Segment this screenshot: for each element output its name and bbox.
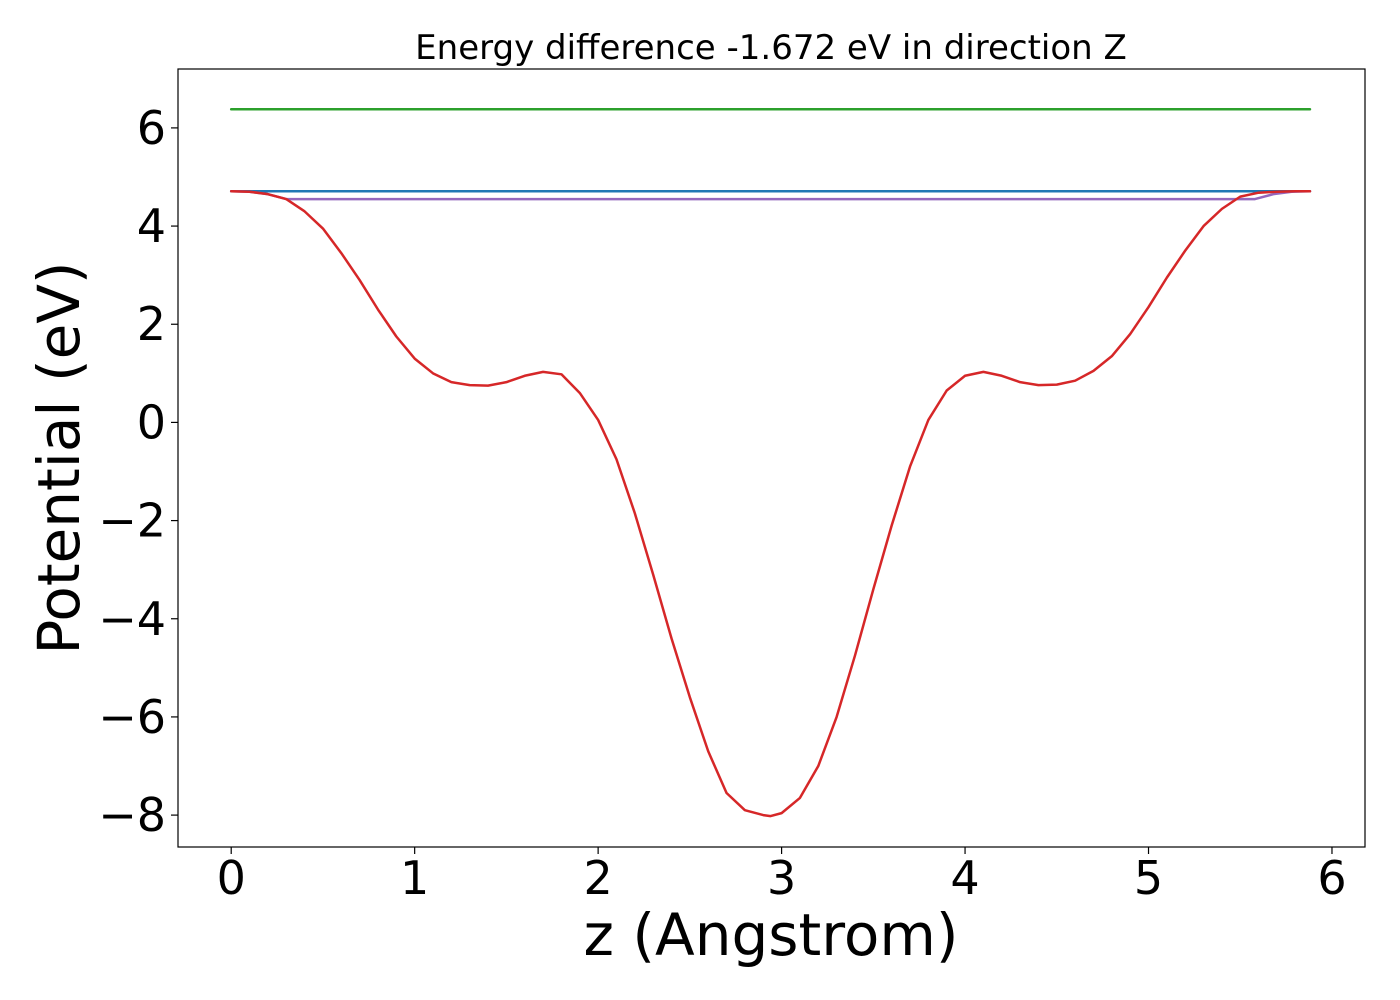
x-tick-label: 1 [400, 851, 429, 905]
y-axis-label: Potential (eV) [25, 261, 93, 654]
x-tick-label: 0 [217, 851, 246, 905]
chart-title: Energy difference -1.672 eV in direction… [415, 28, 1127, 68]
y-tick-label: −6 [98, 690, 166, 744]
series-line-3 [229, 189, 1312, 818]
y-tick-label: −2 [98, 494, 166, 548]
y-tick-label: 0 [137, 395, 166, 449]
x-tick-label: 3 [767, 851, 796, 905]
series-layer [229, 108, 1312, 818]
plot-frame [177, 68, 1366, 848]
y-tick-label: −4 [98, 592, 166, 646]
x-axis-label: z (Angstrom) [584, 901, 959, 969]
y-tick-label: −8 [98, 788, 166, 842]
y-tick-label: 2 [137, 297, 166, 351]
x-axis-ticks: 0 1 2 3 4 5 6 [217, 847, 1347, 905]
y-tick-label: 4 [137, 199, 166, 253]
y-tick-label: 6 [137, 101, 166, 155]
x-tick-label: 4 [950, 851, 979, 905]
x-tick-label: 6 [1317, 851, 1346, 905]
x-tick-label: 5 [1134, 851, 1163, 905]
x-tick-label: 2 [583, 851, 612, 905]
y-axis-ticks: −8 −6 −4 −2 0 2 4 6 [98, 101, 178, 842]
